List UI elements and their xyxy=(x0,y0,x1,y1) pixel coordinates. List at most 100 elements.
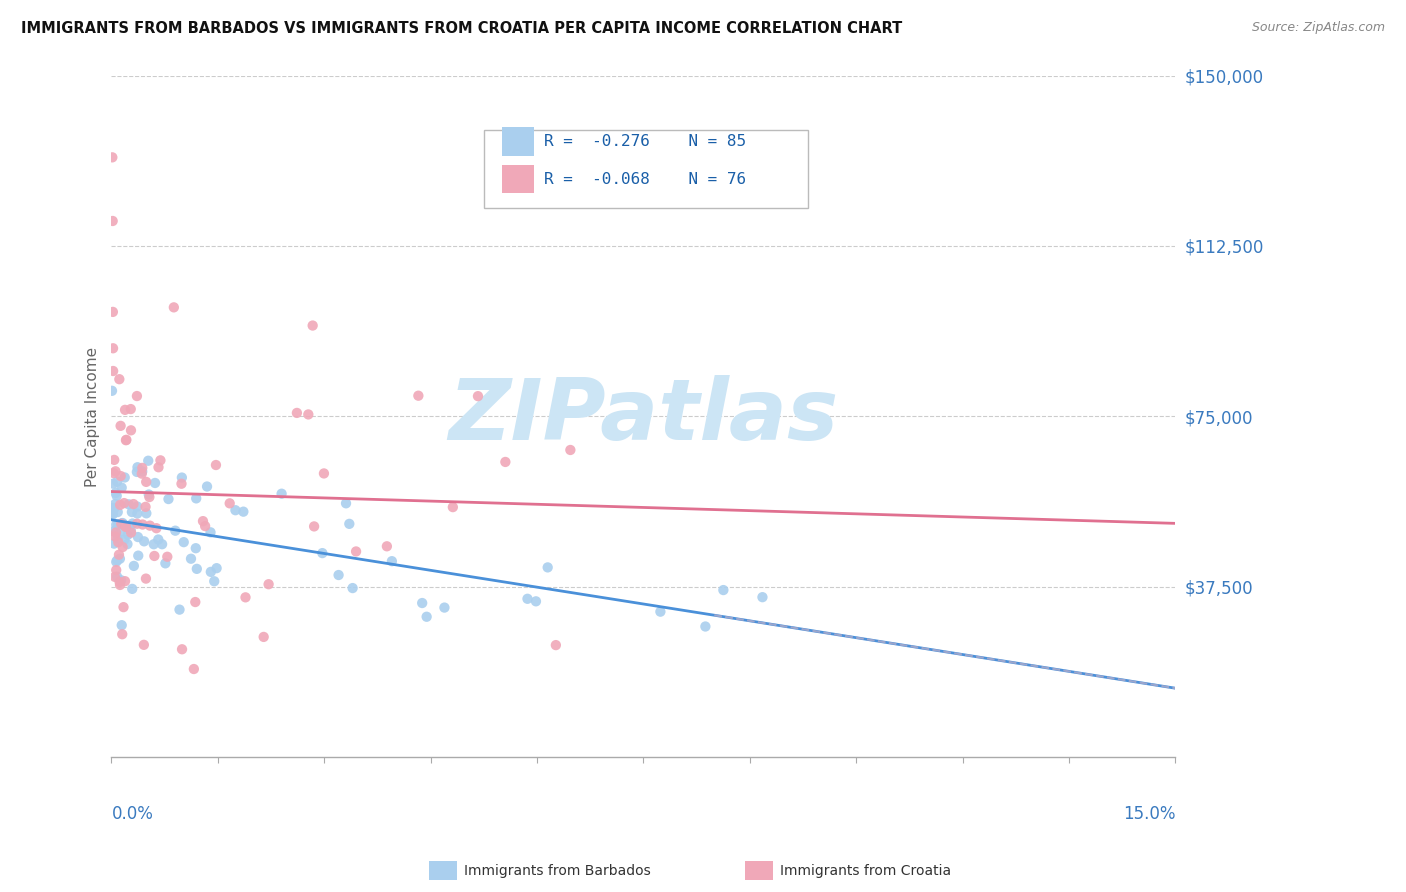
Point xyxy=(711,583,734,598)
Point xyxy=(127,530,149,544)
FancyBboxPatch shape xyxy=(502,165,534,194)
Text: Source: ZipAtlas.com: Source: ZipAtlas.com xyxy=(1251,21,1385,35)
Text: R =  -0.276    N = 85: R = -0.276 N = 85 xyxy=(544,134,747,149)
Point xyxy=(134,534,156,549)
Point xyxy=(180,551,202,566)
Point xyxy=(337,516,360,531)
Point xyxy=(285,406,308,420)
Point xyxy=(108,578,131,592)
Point xyxy=(103,524,125,539)
Point xyxy=(112,600,135,615)
Point xyxy=(695,619,717,633)
Point xyxy=(127,549,149,563)
Point xyxy=(173,535,195,549)
Point xyxy=(101,341,124,355)
Point xyxy=(467,389,489,403)
Point xyxy=(650,605,672,619)
Point xyxy=(101,476,124,491)
Text: 15.0%: 15.0% xyxy=(1123,805,1175,823)
Point xyxy=(105,563,128,577)
Point xyxy=(110,524,132,538)
Point xyxy=(312,467,335,481)
Point xyxy=(200,565,222,579)
Point xyxy=(218,496,240,510)
Point xyxy=(104,497,127,511)
Point xyxy=(202,574,225,589)
Point xyxy=(205,458,228,472)
Point xyxy=(122,497,145,511)
Point xyxy=(114,520,136,534)
Point xyxy=(311,546,333,560)
Point xyxy=(127,500,149,514)
Point xyxy=(125,516,148,531)
FancyBboxPatch shape xyxy=(502,128,534,156)
Point xyxy=(108,372,131,386)
Y-axis label: Per Capita Income: Per Capita Income xyxy=(86,346,100,486)
Point xyxy=(205,561,228,575)
Point xyxy=(111,516,134,531)
Point xyxy=(342,581,364,595)
Point xyxy=(156,549,179,564)
Point xyxy=(335,496,357,510)
Point xyxy=(104,486,127,500)
Point xyxy=(117,527,139,541)
Point xyxy=(110,516,132,531)
Point xyxy=(101,305,124,319)
Point xyxy=(143,549,166,563)
Point xyxy=(560,442,582,457)
Point xyxy=(253,630,276,644)
Point xyxy=(157,491,180,506)
Text: Immigrants from Croatia: Immigrants from Croatia xyxy=(780,863,952,878)
Point xyxy=(110,469,132,483)
Point xyxy=(408,389,430,403)
Point xyxy=(120,524,142,538)
Text: Immigrants from Barbados: Immigrants from Barbados xyxy=(464,863,651,878)
Point xyxy=(148,460,170,475)
Point xyxy=(184,595,207,609)
Point xyxy=(131,465,153,479)
Point xyxy=(224,503,246,517)
Point xyxy=(149,453,172,467)
Point xyxy=(169,602,191,616)
Point xyxy=(104,529,127,543)
Point xyxy=(163,301,186,315)
Point xyxy=(101,364,124,378)
Point xyxy=(516,591,538,606)
Point xyxy=(111,627,134,641)
Point xyxy=(155,557,177,571)
Point xyxy=(101,150,124,164)
Point xyxy=(105,570,128,584)
Point xyxy=(111,540,134,554)
Point xyxy=(108,574,131,589)
Text: IMMIGRANTS FROM BARBADOS VS IMMIGRANTS FROM CROATIA PER CAPITA INCOME CORRELATIO: IMMIGRANTS FROM BARBADOS VS IMMIGRANTS F… xyxy=(21,21,903,37)
Point xyxy=(494,455,516,469)
Point xyxy=(131,467,153,481)
Point xyxy=(121,505,143,519)
Point xyxy=(107,535,129,549)
Point xyxy=(170,642,193,657)
Point xyxy=(232,505,254,519)
Point xyxy=(344,544,367,558)
Point xyxy=(381,554,404,568)
Point xyxy=(103,453,125,467)
Point xyxy=(537,560,560,574)
Point xyxy=(114,574,136,589)
Point xyxy=(121,582,143,596)
Point xyxy=(101,508,124,522)
Point xyxy=(184,541,207,556)
Point xyxy=(101,506,124,520)
Point xyxy=(111,481,134,495)
Point xyxy=(186,562,208,576)
Point xyxy=(170,476,193,491)
Point xyxy=(186,491,208,506)
Point xyxy=(297,408,319,422)
Point xyxy=(544,638,567,652)
Point xyxy=(112,533,135,547)
Point xyxy=(191,514,214,528)
Point xyxy=(441,500,464,515)
Point xyxy=(115,433,138,447)
Point xyxy=(127,460,149,475)
Point xyxy=(125,465,148,479)
Point xyxy=(143,475,166,490)
Point xyxy=(135,475,157,489)
